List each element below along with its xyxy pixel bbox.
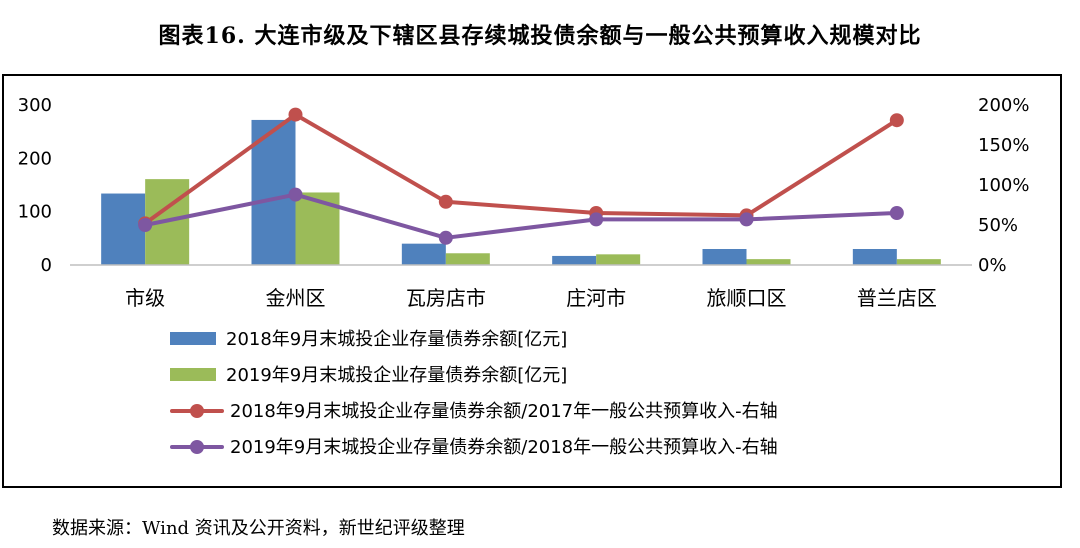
line-point-2-1 [288,107,303,122]
x-tick-label: 瓦房店市 [406,286,486,310]
legend-swatch-bar-2018 [170,331,216,345]
chart-frame [2,74,1062,488]
bar-1-4 [746,259,791,265]
y-right-tick-label: 150% [978,135,1029,156]
bar-0-1 [251,119,296,265]
y-right-tick-label: 50% [978,215,1018,236]
y-left-tick-label: 300 [18,95,52,116]
chart-title: 图表16. 大连市级及下辖区县存续城投债余额与一般公共预算收入规模对比 [158,23,922,49]
bar-1-5 [896,259,941,265]
line-point-2-2 [438,194,453,209]
y-left-tick-label: 200 [18,148,52,169]
line-point-3-3 [589,212,604,227]
bar-0-4 [702,249,747,265]
bar-0-3 [552,255,597,265]
x-tick-label: 普兰店区 [857,286,937,310]
bar-0-0 [101,193,146,265]
legend-label-bar-2018: 2018年9月末城投企业存量债券余额[亿元] [226,329,568,350]
y-left-tick-label: 100 [18,202,52,223]
legend-item-line-2018: 2018年9月末城投企业存量债券余额/2017年一般公共预算收入-右轴 [170,392,778,428]
bar-0-2 [401,243,446,265]
line-point-2-5 [889,113,904,128]
legend-label-line-2018: 2018年9月末城投企业存量债券余额/2017年一般公共预算收入-右轴 [230,401,778,422]
y-right-tick-label: 200% [978,95,1029,116]
legend-label-line-2019: 2019年9月末城投企业存量债券余额/2018年一般公共预算收入-右轴 [230,437,778,458]
bar-1-3 [596,254,641,265]
legend-item-bar-2019: 2019年9月末城投企业存量债券余额[亿元] [170,356,778,392]
line-point-3-2 [438,230,453,245]
line-series-2 [143,112,899,226]
line-point-3-4 [739,212,754,227]
legend-item-bar-2018: 2018年9月末城投企业存量债券余额[亿元] [170,320,778,356]
legend-swatch-line-2018 [170,400,226,420]
line-series-3 [143,192,899,240]
legend-label-bar-2019: 2019年9月末城投企业存量债券余额[亿元] [226,365,568,386]
bar-1-2 [445,253,490,265]
source-note: 数据来源：Wind 资讯及公开资料，新世纪评级整理 [52,518,465,539]
y-left-tick-label: 0 [41,255,52,276]
x-tick-label: 金州区 [266,286,326,310]
line-point-3-5 [889,206,904,220]
y-right-tick-label: 0% [978,255,1007,276]
bar-0-5 [852,249,897,265]
chart-legend: 2018年9月末城投企业存量债券余额[亿元] 2019年9月末城投企业存量债券余… [170,320,778,464]
line-point-3-0 [138,218,153,232]
legend-item-line-2019: 2019年9月末城投企业存量债券余额/2018年一般公共预算收入-右轴 [170,428,778,464]
x-tick-label: 庄河市 [566,286,626,310]
legend-swatch-line-2019 [170,436,226,456]
legend-swatch-bar-2019 [170,367,216,381]
x-tick-label: 市级 [125,286,165,310]
x-tick-label: 旅顺口区 [707,286,787,310]
y-right-tick-label: 100% [978,175,1029,196]
line-point-3-1 [288,187,303,202]
